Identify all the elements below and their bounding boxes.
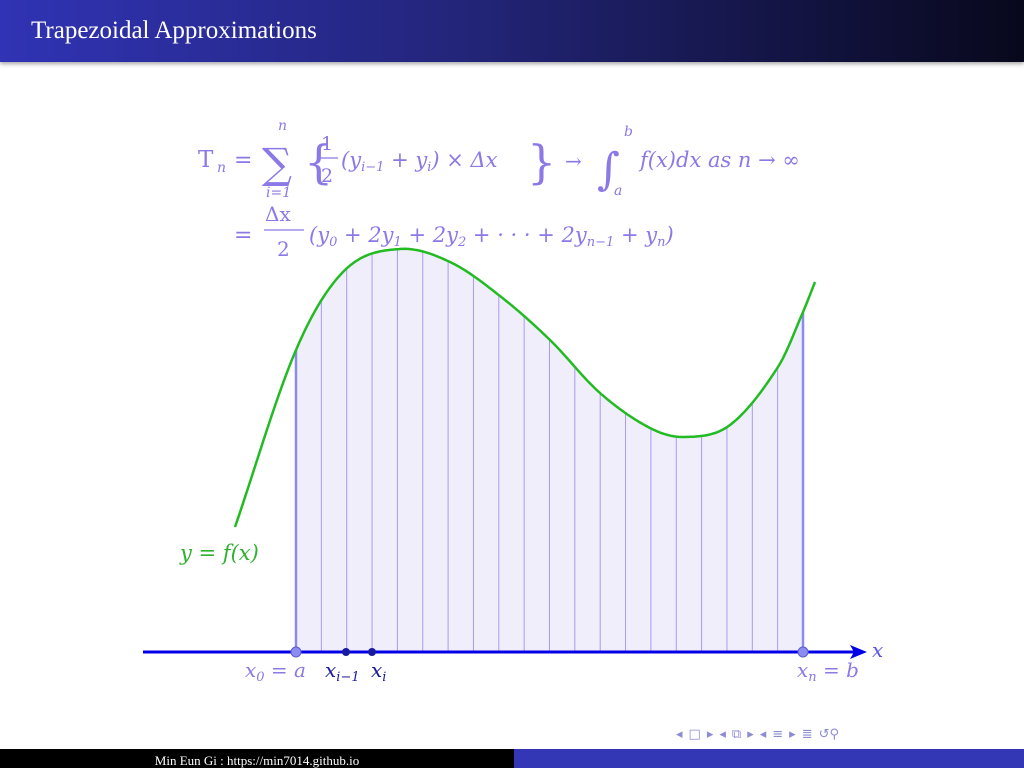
slide-title: Trapezoidal Approximations xyxy=(31,17,317,44)
label-x-i: xi xyxy=(371,658,386,685)
svg-text:(yi−1 + yi) × Δx: (yi−1 + yi) × Δx xyxy=(341,148,498,175)
trapezoid xyxy=(600,393,626,652)
nav-next-section-icon[interactable]: ▸ xyxy=(789,726,796,742)
label-xn: xn = b xyxy=(797,658,859,685)
trapezoid xyxy=(701,427,727,652)
slide-footer: Min Eun Gi : https://min7014.github.io xyxy=(0,749,1024,768)
nav-section-icon[interactable]: ≡ xyxy=(772,726,784,742)
slide-header: Trapezoidal Approximations xyxy=(0,0,1024,62)
subinterval-lines xyxy=(294,249,805,652)
svg-text:∑: ∑ xyxy=(262,139,292,188)
formula-line-2: = Δx 2 (y0 + 2y1 + 2y2 + · · · + 2yn−1 +… xyxy=(234,202,674,261)
formula-line-1: T n = ∑ n i=1 { 1 2 (yi−1 + yi) × Δx } →… xyxy=(198,118,800,201)
svg-text:T: T xyxy=(198,147,214,173)
trapezoid-figure: x x0 = a xi−1 xi xn = b y = f(x) T n = ∑… xyxy=(143,118,883,685)
label-x-i-minus-1: xi−1 xyxy=(325,658,360,685)
trapezoid xyxy=(422,251,449,652)
nav-subsection-icon[interactable]: ⧉ xyxy=(731,726,742,742)
trapezoid xyxy=(296,300,322,652)
svg-text:}: } xyxy=(527,135,556,189)
trapezoid xyxy=(321,268,347,652)
nav-prev-section-icon[interactable]: ◂ xyxy=(759,726,767,742)
svg-text:n: n xyxy=(278,118,287,134)
footer-bar xyxy=(514,749,1024,768)
beamer-navigation: ◂ □ ▸ ◂ ⧉ ▸ ◂ ≡ ▸ ≣ ↺⚲ xyxy=(676,724,1021,744)
trapezoid xyxy=(676,436,702,652)
svg-text:Δx: Δx xyxy=(265,202,291,226)
svg-text:=: = xyxy=(234,148,252,173)
trapezoid xyxy=(524,316,550,652)
label-x0: x0 = a xyxy=(245,658,306,685)
trapezoid xyxy=(397,249,423,652)
nav-align-icon[interactable]: ≣ xyxy=(801,726,813,742)
svg-text:i=1: i=1 xyxy=(266,185,291,201)
trapezoid xyxy=(650,428,677,652)
svg-text:2: 2 xyxy=(277,237,290,261)
footer-author: Min Eun Gi : https://min7014.github.io xyxy=(0,749,514,768)
trapezoid xyxy=(574,366,601,652)
point-x-i xyxy=(368,648,376,656)
svg-text:2: 2 xyxy=(321,165,333,187)
svg-text:n: n xyxy=(217,160,226,176)
svg-text:f(x)dx as n → ∞: f(x)dx as n → ∞ xyxy=(638,148,800,172)
svg-text:1: 1 xyxy=(321,133,333,155)
svg-text:→: → xyxy=(565,149,582,173)
shaded-area xyxy=(296,249,803,652)
nav-search-icon[interactable]: ↺⚲ xyxy=(818,726,840,742)
svg-text:{: { xyxy=(304,135,333,189)
x-axis-label: x xyxy=(872,638,883,662)
nav-frame-icon[interactable]: □ xyxy=(688,726,701,742)
trapezoid xyxy=(726,402,753,652)
svg-text:∫: ∫ xyxy=(597,144,620,195)
trapezoid xyxy=(372,249,398,652)
function-curve xyxy=(233,247,817,528)
svg-text:(y0 + 2y1 + 2y2 + · · · + 2yn−: (y0 + 2y1 + 2y2 + · · · + 2yn−1 + yn) xyxy=(309,223,674,250)
nav-next-frame-icon[interactable]: ▸ xyxy=(706,726,714,742)
trapezoid xyxy=(777,312,803,652)
trapezoid xyxy=(752,367,778,652)
nav-prev-frame-icon[interactable]: ◂ xyxy=(676,726,683,742)
trapezoid xyxy=(498,295,525,652)
nav-next-subsection-icon[interactable]: ▸ xyxy=(747,726,754,742)
trapezoid xyxy=(346,253,373,652)
trapezoid xyxy=(625,413,651,652)
x-axis-arrowhead xyxy=(850,645,867,659)
svg-text:a: a xyxy=(614,183,622,199)
trapezoid xyxy=(473,276,499,652)
curve-label: y = f(x) xyxy=(179,541,259,565)
trapezoid xyxy=(448,261,474,652)
point-x-i-minus-1 xyxy=(342,648,350,656)
point-xn xyxy=(797,646,809,658)
svg-text:=: = xyxy=(234,223,252,248)
trapezoid xyxy=(549,339,575,652)
svg-text:b: b xyxy=(624,124,633,140)
nav-prev-subsection-icon[interactable]: ◂ xyxy=(719,726,726,742)
point-x0 xyxy=(290,646,302,658)
